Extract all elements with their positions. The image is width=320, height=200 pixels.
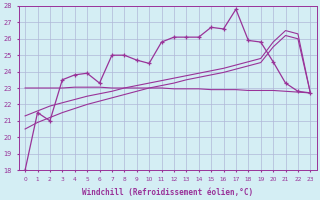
X-axis label: Windchill (Refroidissement éolien,°C): Windchill (Refroidissement éolien,°C) [82,188,253,197]
